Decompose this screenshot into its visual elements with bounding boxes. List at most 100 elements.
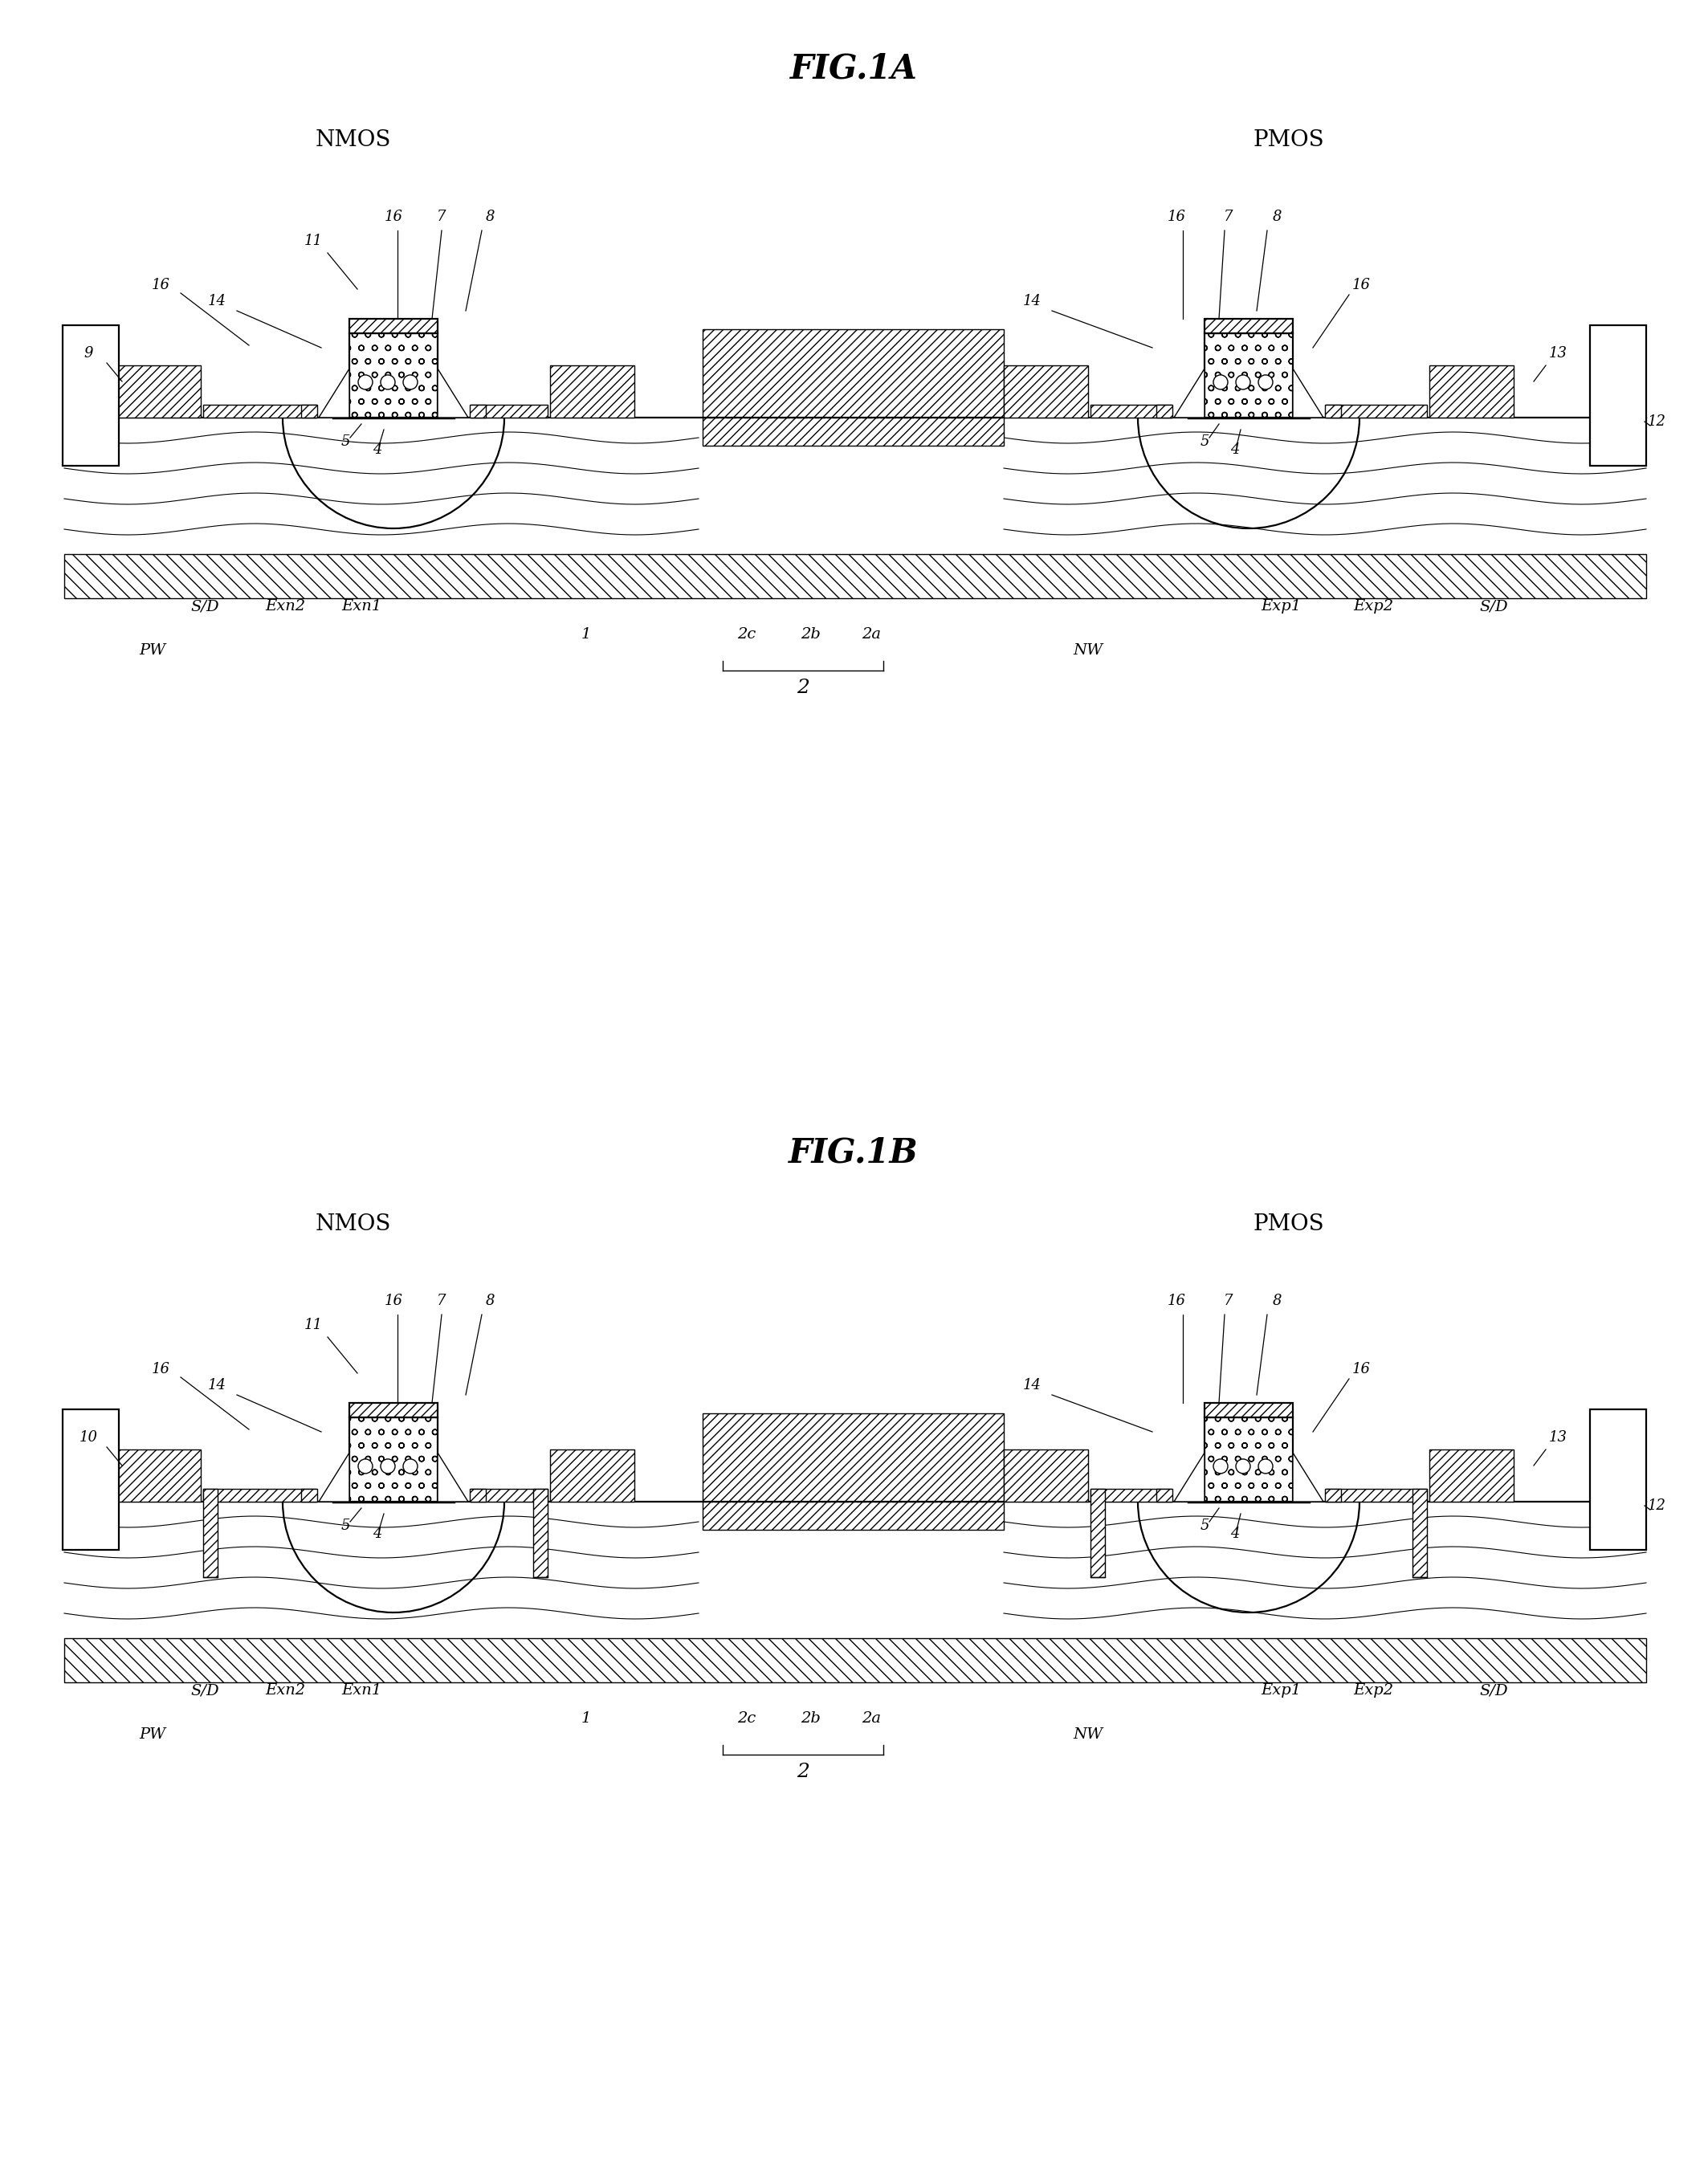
Text: S/D: S/D — [1479, 599, 1508, 614]
Text: PMOS: PMOS — [1254, 1215, 1324, 1236]
Text: 8: 8 — [485, 1293, 494, 1308]
Text: Exn1: Exn1 — [342, 599, 381, 614]
Bar — [471, 1488, 548, 1501]
Text: 4: 4 — [372, 1527, 383, 1540]
Text: 12: 12 — [1648, 1499, 1667, 1514]
Bar — [350, 1403, 437, 1416]
Bar — [1430, 364, 1513, 419]
Text: 2c: 2c — [738, 1711, 757, 1727]
Bar — [350, 334, 437, 419]
Bar — [1325, 1488, 1426, 1501]
Text: S/D: S/D — [191, 1683, 219, 1698]
Bar — [1090, 1488, 1105, 1577]
Circle shape — [1237, 1460, 1250, 1473]
Text: 16: 16 — [1351, 1362, 1370, 1377]
Text: 2a: 2a — [861, 1711, 881, 1727]
Text: 7: 7 — [1225, 210, 1233, 223]
Text: 7: 7 — [1225, 1293, 1233, 1308]
Text: 1: 1 — [581, 627, 591, 642]
Text: 16: 16 — [1351, 278, 1370, 293]
Text: 2: 2 — [796, 1763, 810, 1781]
Text: 4: 4 — [1230, 1527, 1240, 1540]
Text: 16: 16 — [152, 278, 169, 293]
Text: S/D: S/D — [191, 599, 219, 614]
Text: 7: 7 — [437, 1293, 446, 1308]
Polygon shape — [1293, 1453, 1324, 1501]
Text: 11: 11 — [304, 234, 323, 247]
Bar — [470, 406, 485, 419]
Text: PMOS: PMOS — [1254, 130, 1324, 152]
Text: 7: 7 — [437, 210, 446, 223]
Bar — [1430, 1449, 1513, 1501]
Text: 9: 9 — [84, 347, 92, 360]
Bar — [203, 1488, 316, 1501]
Bar — [550, 1449, 634, 1501]
Bar — [63, 1410, 120, 1551]
Bar — [1090, 406, 1172, 419]
Text: FIG.1B: FIG.1B — [789, 1137, 919, 1169]
Circle shape — [403, 1460, 417, 1473]
Text: PW: PW — [140, 1727, 166, 1742]
Circle shape — [1213, 1460, 1228, 1473]
Text: NW: NW — [1073, 1727, 1103, 1742]
Bar — [65, 1638, 1647, 1683]
Bar — [1156, 406, 1172, 419]
Text: 8: 8 — [1272, 210, 1281, 223]
Polygon shape — [1173, 369, 1204, 419]
Circle shape — [381, 375, 395, 390]
Text: Exp1: Exp1 — [1261, 599, 1301, 614]
Text: 5: 5 — [340, 1518, 350, 1533]
Bar — [301, 1488, 318, 1501]
Bar — [301, 406, 318, 419]
Bar — [533, 1488, 548, 1577]
Text: 2: 2 — [796, 679, 810, 696]
Text: 14: 14 — [208, 1377, 225, 1392]
Text: NMOS: NMOS — [316, 130, 391, 152]
Bar — [203, 1488, 217, 1577]
Text: 14: 14 — [1023, 295, 1042, 308]
Text: 4: 4 — [1230, 442, 1240, 458]
Bar — [1090, 1488, 1172, 1501]
Bar — [1204, 1416, 1293, 1501]
Text: 2a: 2a — [861, 627, 881, 642]
Text: 8: 8 — [485, 210, 494, 223]
Text: Exp1: Exp1 — [1261, 1683, 1301, 1698]
Polygon shape — [1293, 369, 1324, 419]
Text: FIG.1A: FIG.1A — [789, 52, 917, 85]
Bar — [350, 319, 437, 334]
Text: 8: 8 — [1272, 1293, 1281, 1308]
Bar — [1204, 1403, 1293, 1416]
Text: Exn1: Exn1 — [342, 1683, 381, 1698]
Bar — [1204, 334, 1293, 419]
Text: 16: 16 — [384, 1293, 403, 1308]
Text: 2b: 2b — [801, 627, 822, 642]
Polygon shape — [437, 369, 468, 419]
Text: Exn2: Exn2 — [265, 1683, 306, 1698]
Polygon shape — [319, 369, 350, 419]
Text: 5: 5 — [340, 434, 350, 449]
Circle shape — [1259, 375, 1272, 390]
Text: 13: 13 — [1549, 347, 1566, 360]
Bar — [116, 1449, 202, 1501]
Text: PW: PW — [140, 644, 166, 657]
Bar — [471, 406, 548, 419]
Text: 16: 16 — [1167, 1293, 1185, 1308]
Bar — [702, 1414, 1004, 1529]
Text: 4: 4 — [372, 442, 383, 458]
Text: 1: 1 — [581, 1711, 591, 1727]
Text: S/D: S/D — [1479, 1683, 1508, 1698]
Polygon shape — [1173, 1453, 1204, 1501]
Bar — [1204, 319, 1293, 334]
Circle shape — [1237, 375, 1250, 390]
Bar — [702, 330, 1004, 445]
Text: Exp2: Exp2 — [1353, 599, 1394, 614]
Text: 5: 5 — [1201, 434, 1209, 449]
Text: 16: 16 — [1167, 210, 1185, 223]
Bar — [1004, 1449, 1088, 1501]
Text: 14: 14 — [1023, 1377, 1042, 1392]
Polygon shape — [437, 1453, 468, 1501]
Bar — [1004, 364, 1088, 419]
Circle shape — [1213, 375, 1228, 390]
Text: 2b: 2b — [801, 1711, 822, 1727]
Text: NMOS: NMOS — [316, 1215, 391, 1236]
